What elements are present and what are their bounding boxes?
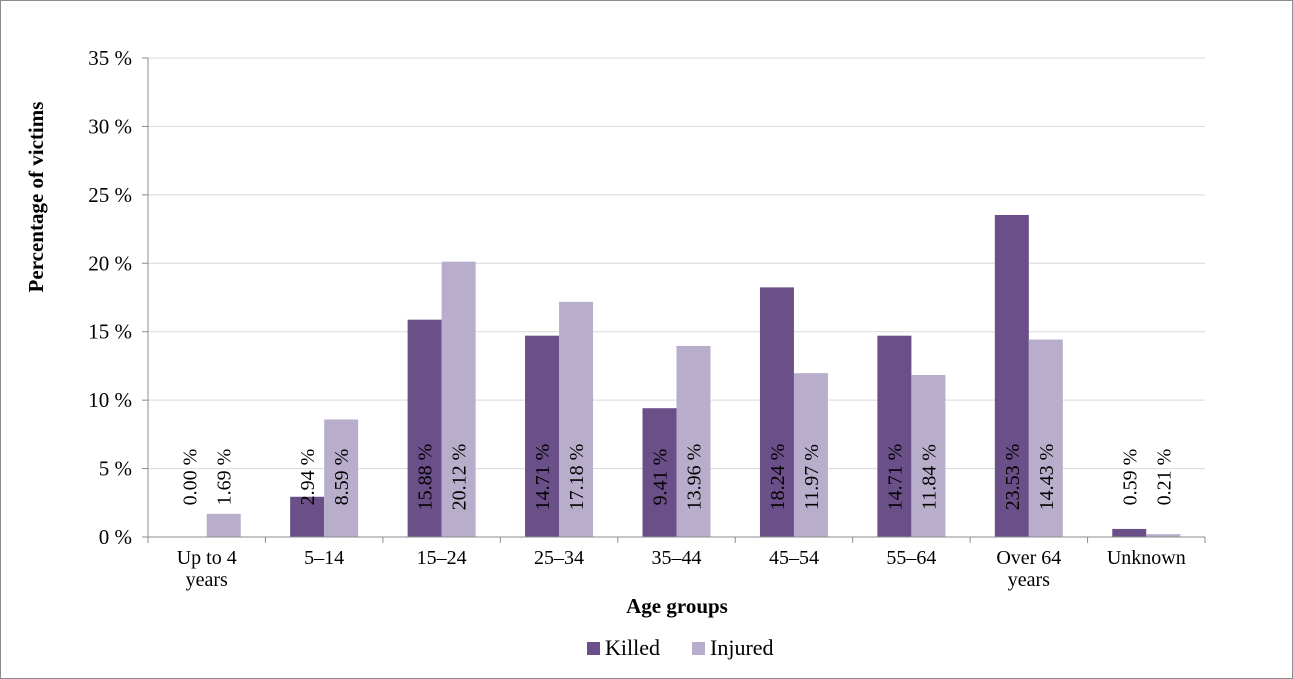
legend-swatch-injured [692, 642, 705, 655]
y-tick-label: 35 % [88, 46, 132, 70]
x-axis-title: Age groups [626, 594, 728, 618]
bar-injured [676, 345, 711, 537]
data-label: 17.18 % [566, 444, 588, 511]
bars [206, 214, 1181, 537]
x-tick-label: 15–24 [417, 547, 467, 569]
data-label: 0.00 % [180, 449, 202, 506]
data-label: 20.12 % [449, 444, 471, 511]
x-tick-label: 5–14 [304, 547, 344, 569]
bar-killed [642, 408, 677, 537]
x-tick-label: Up to 4 years [177, 547, 237, 591]
x-tick-label-line: years [186, 569, 228, 591]
data-label: 1.69 % [214, 449, 236, 506]
x-tick-label-line: Unknown [1107, 547, 1186, 569]
y-tick-labels: 0 % 5 % 10 % 15 % 20 % 25 % 30 % 35 % [88, 46, 132, 549]
legend: Killed Injured [587, 635, 774, 660]
y-tick-label: 0 % [99, 525, 132, 549]
data-label: 2.94 % [297, 449, 319, 506]
x-tick-label-line: years [1008, 569, 1050, 591]
data-label: 11.97 % [801, 444, 823, 510]
bar-killed [290, 496, 325, 537]
bar-injured [206, 513, 241, 537]
data-label: 11.84 % [918, 444, 940, 510]
axes [147, 58, 1205, 538]
x-tick-label: 25–34 [534, 547, 584, 569]
x-tick-label: 45–54 [769, 547, 819, 569]
y-axis-title: Percentage of victims [24, 102, 48, 293]
x-tick-label-line: 45–54 [769, 547, 819, 569]
y-tick-label: 25 % [88, 183, 132, 207]
bar-killed [994, 214, 1029, 537]
data-label: 18.24 % [767, 444, 789, 511]
data-label: 14.71 % [532, 444, 554, 511]
legend-label-killed: Killed [605, 635, 660, 660]
data-labels: 0.00 % 1.69 % 2.94 % 8.59 % 15.88 % 20.12 % 14… [180, 444, 1176, 511]
bar-injured [1028, 339, 1063, 537]
y-tick-label: 5 % [99, 457, 132, 481]
data-label: 0.59 % [1119, 449, 1141, 506]
bar-killed [877, 335, 912, 537]
data-label: 23.53 % [1002, 444, 1024, 511]
y-tick-label: 15 % [88, 320, 132, 344]
x-tick-label-line: 5–14 [304, 547, 344, 569]
bar-injured [559, 301, 594, 537]
bar-injured [1146, 534, 1181, 537]
bar-injured [793, 373, 828, 537]
x-tick-label: 55–64 [886, 547, 936, 569]
x-tick-label-line: Over 64 [996, 547, 1061, 569]
x-tick-label-line: 35–44 [652, 547, 702, 569]
bar-killed [407, 319, 442, 537]
bar-injured [911, 374, 946, 537]
x-tick-label-line: Up to 4 [177, 547, 237, 569]
x-tick-label-line: 25–34 [534, 547, 584, 569]
data-label: 15.88 % [415, 444, 437, 511]
data-label: 8.59 % [331, 449, 353, 506]
y-tick-label: 30 % [88, 114, 132, 138]
bar-injured [324, 419, 359, 537]
legend-swatch-killed [587, 642, 600, 655]
data-label: 14.71 % [884, 444, 906, 511]
y-tick-label: 20 % [88, 251, 132, 275]
x-tick-label: Over 64 years [996, 547, 1061, 591]
bar-killed [525, 335, 560, 537]
x-tick-label-line: 15–24 [417, 547, 467, 569]
data-label: 0.21 % [1153, 449, 1175, 506]
bar-killed [1112, 528, 1147, 537]
data-label: 9.41 % [650, 449, 672, 506]
data-label: 13.96 % [684, 444, 706, 511]
x-tick-label-line: 55–64 [886, 547, 936, 569]
x-tick-label: 35–44 [652, 547, 702, 569]
data-label: 14.43 % [1036, 444, 1058, 511]
x-tick-label: Unknown [1107, 547, 1186, 569]
bar-injured [441, 261, 476, 537]
y-tick-label: 10 % [88, 388, 132, 412]
bar-killed [759, 287, 794, 537]
legend-label-injured: Injured [710, 635, 774, 660]
